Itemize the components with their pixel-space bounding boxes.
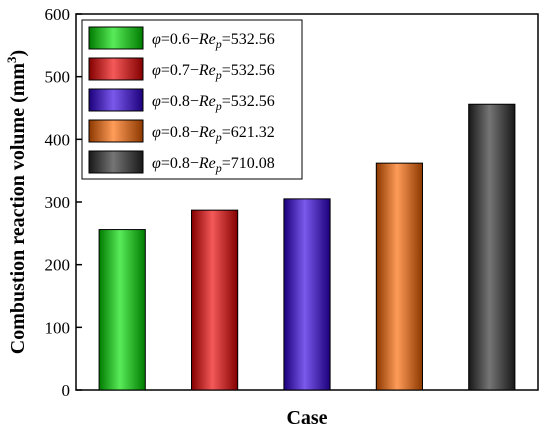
legend-entry: φ=0.6−Rep=532.56 [152,31,275,51]
y-tick-label: 100 [45,318,71,337]
bar-5 [468,103,516,391]
bar-4 [375,162,423,391]
legend: φ=0.6−Rep=532.56 φ=0.7−Rep=532.56 φ=0.8−Re… [81,19,303,180]
y-axis-label-close: ) [7,50,29,57]
legend-swatch [88,150,144,174]
legend-entry: φ=0.7−Rep=532.56 [152,62,275,82]
y-tick-label: 600 [45,5,71,24]
y-tick-label: 300 [45,193,71,212]
legend-entry: φ=0.8−Rep=621.32 [152,124,275,144]
bars-group [98,103,516,391]
y-axis-label-text: Combustion reaction volume (mm [7,63,29,355]
y-tick-label: 400 [45,130,71,149]
y-axis-ticks: 0 100 200 300 400 500 600 [45,5,82,400]
legend-entry: φ=0.8−Rep=710.08 [152,155,275,175]
x-axis-label: Case [286,407,327,429]
bar-2 [191,209,239,391]
legend-swatch [88,57,144,81]
y-tick-label: 200 [45,256,71,275]
y-axis-label-superscript: 3 [4,56,19,63]
y-axis-label: Combustion reaction volume (mm3) [4,50,29,354]
legend-swatch [88,88,144,112]
legend-swatch [88,26,144,50]
bar-3 [283,198,331,391]
bar-1 [98,229,146,391]
legend-entry: φ=0.8−Rep=532.56 [152,93,275,113]
y-tick-label: 500 [45,68,71,87]
y-tick-label: 0 [62,381,71,400]
legend-swatch [88,119,144,143]
